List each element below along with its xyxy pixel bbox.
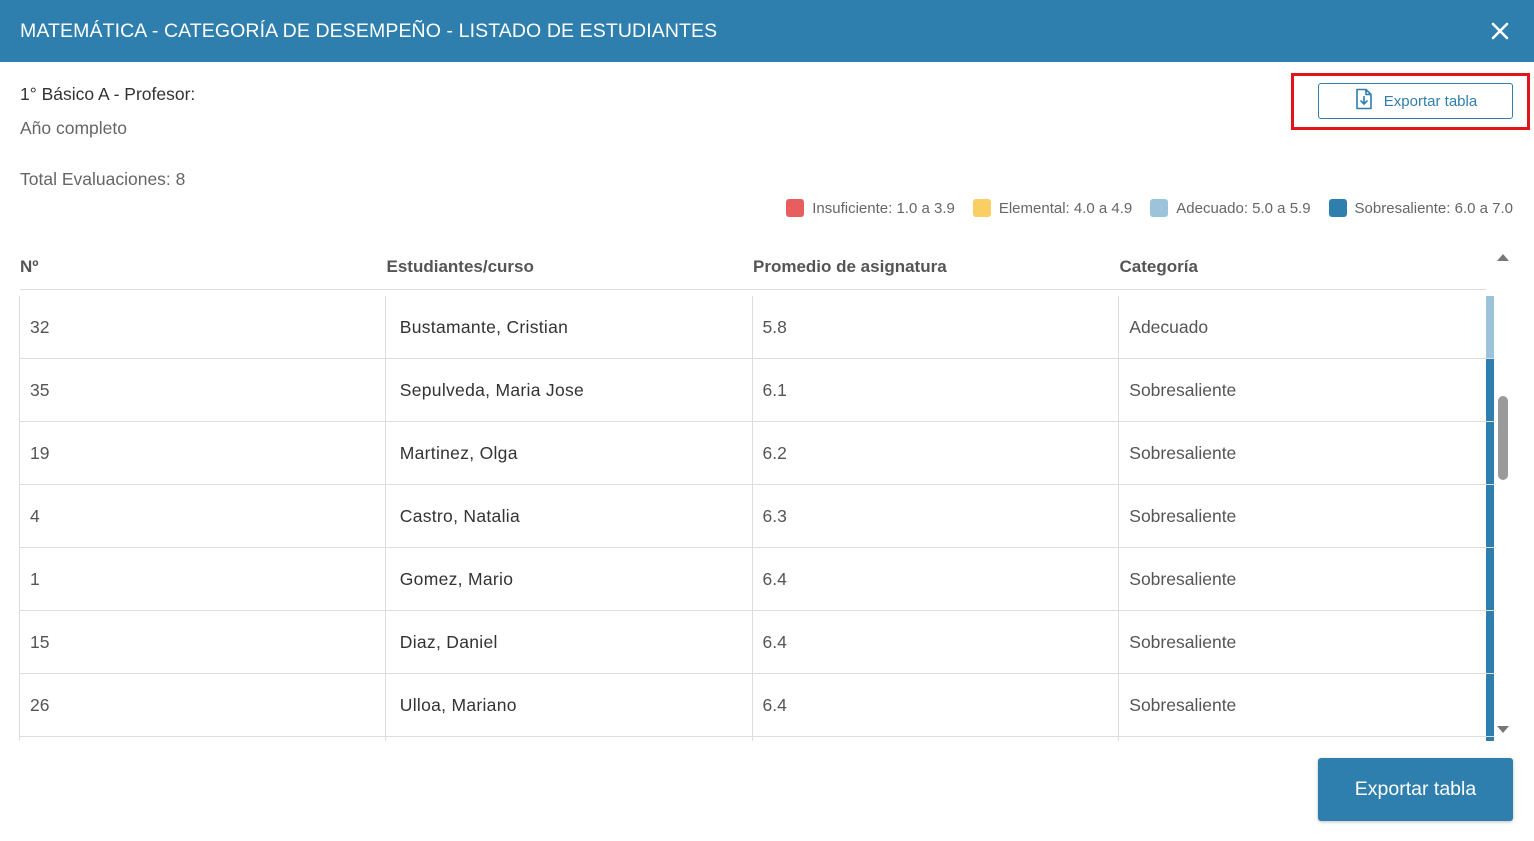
cell-average: 6.4 — [753, 674, 1120, 736]
cell-number: 19 — [19, 422, 386, 484]
scroll-up-arrow-icon[interactable] — [1497, 254, 1509, 261]
column-header-number[interactable]: Nº — [20, 256, 39, 276]
cell-category: Sobresaliente — [1129, 694, 1237, 715]
category-color-bar — [1486, 674, 1494, 736]
table-row — [19, 737, 1494, 741]
cell-average: 5.8 — [753, 296, 1120, 358]
legend-label: Insuficiente: 1.0 a 3.9 — [812, 199, 955, 217]
cell-number: 35 — [19, 359, 386, 421]
category-color-bar — [1486, 611, 1494, 673]
column-header-category[interactable]: Categoría — [1119, 256, 1198, 276]
category-color-bar — [1486, 548, 1494, 610]
legend-swatch — [1150, 199, 1169, 217]
legend-sobresaliente: Sobresaliente: 6.0 a 7.0 — [1328, 199, 1513, 217]
category-color-bar — [1486, 485, 1494, 547]
cell-average: 6.3 — [753, 485, 1120, 547]
cell-student: Bustamante, Cristian — [386, 296, 753, 358]
table-row: 19 Martinez, Olga 6.2 Sobresaliente — [19, 422, 1494, 485]
legend-swatch — [786, 199, 805, 217]
course-label: 1° Básico A - Profesor: — [20, 84, 196, 104]
cell-category — [1119, 737, 1486, 741]
legend-label: Elemental: 4.0 a 4.9 — [998, 199, 1133, 217]
cell-number: 4 — [19, 485, 386, 547]
cell-student: Martinez, Olga — [386, 422, 753, 484]
scroll-down-arrow-icon[interactable] — [1497, 726, 1509, 733]
cell-average: 6.1 — [753, 359, 1120, 421]
cell-category: Adecuado — [1129, 316, 1209, 337]
legend-label: Adecuado: 5.0 a 5.9 — [1176, 199, 1311, 217]
cell-number: 1 — [19, 548, 386, 610]
cell-number: 32 — [19, 296, 386, 358]
table-row: 35 Sepulveda, Maria Jose 6.1 Sobresalien… — [19, 359, 1494, 422]
modal-title: MATEMÁTICA - CATEGORÍA DE DESEMPEÑO - LI… — [20, 19, 718, 42]
cell-category: Sobresaliente — [1129, 631, 1237, 652]
export-table-button-top[interactable]: Exportar tabla — [1318, 83, 1513, 119]
table-row: 1 Gomez, Mario 6.4 Sobresaliente — [19, 548, 1494, 611]
legend-swatch — [972, 199, 991, 217]
legend-label: Sobresaliente: 6.0 a 7.0 — [1354, 199, 1513, 217]
close-icon[interactable] — [1488, 19, 1512, 43]
table-row: 15 Diaz, Daniel 6.4 Sobresaliente — [19, 611, 1494, 674]
category-color-bar — [1486, 296, 1494, 358]
scroll-thumb[interactable] — [1498, 396, 1508, 480]
period-label: Año completo — [20, 118, 128, 138]
cell-average: 6.4 — [753, 548, 1120, 610]
cell-category: Sobresaliente — [1129, 568, 1237, 589]
cell-student: Diaz, Daniel — [386, 611, 753, 673]
cell-number: 26 — [19, 674, 386, 736]
cell-category: Sobresaliente — [1129, 442, 1237, 463]
table-header: Nº Estudiantes/curso Promedio de asignat… — [20, 244, 1486, 290]
cell-average: 6.2 — [753, 422, 1120, 484]
legend-adecuado: Adecuado: 5.0 a 5.9 — [1150, 199, 1311, 217]
category-legend: Insuficiente: 1.0 a 3.9 Elemental: 4.0 a… — [768, 199, 1513, 217]
column-header-student[interactable]: Estudiantes/curso — [386, 256, 534, 276]
cell-student: Sepulveda, Maria Jose — [386, 359, 753, 421]
cell-category: Sobresaliente — [1129, 505, 1237, 526]
cell-average: 6.4 — [753, 611, 1120, 673]
export-table-button-bottom[interactable]: Exportar tabla — [1318, 758, 1513, 821]
category-color-bar — [1486, 422, 1494, 484]
cell-number — [19, 737, 386, 741]
category-color-bar — [1486, 737, 1494, 741]
cell-average — [753, 737, 1120, 741]
file-download-icon — [1354, 88, 1374, 114]
export-top-label: Exportar tabla — [1383, 92, 1478, 110]
students-table-body[interactable]: 32 Bustamante, Cristian 5.8 Adecuado 35 … — [19, 290, 1494, 741]
table-row: 26 Ulloa, Mariano 6.4 Sobresaliente — [19, 674, 1494, 737]
cell-number: 15 — [19, 611, 386, 673]
highlight-box — [1291, 73, 1530, 130]
total-evaluations: Total Evaluaciones: 8 — [20, 169, 186, 189]
table-scrollbar[interactable] — [1493, 246, 1513, 741]
category-color-bar — [1486, 359, 1494, 421]
cell-student: Gomez, Mario — [386, 548, 753, 610]
modal-header: MATEMÁTICA - CATEGORÍA DE DESEMPEÑO - LI… — [0, 0, 1534, 62]
table-row: 32 Bustamante, Cristian 5.8 Adecuado — [19, 296, 1494, 359]
export-bottom-label: Exportar tabla — [1354, 778, 1477, 800]
legend-elemental: Elemental: 4.0 a 4.9 — [972, 199, 1133, 217]
legend-swatch — [1328, 199, 1347, 217]
table-row: 4 Castro, Natalia 6.3 Sobresaliente — [19, 485, 1494, 548]
cell-student: Castro, Natalia — [386, 485, 753, 547]
column-header-average[interactable]: Promedio de asignatura — [753, 256, 947, 276]
cell-category: Sobresaliente — [1129, 379, 1237, 400]
cell-student — [386, 737, 753, 741]
legend-insuficiente: Insuficiente: 1.0 a 3.9 — [786, 199, 955, 217]
cell-student: Ulloa, Mariano — [386, 674, 753, 736]
